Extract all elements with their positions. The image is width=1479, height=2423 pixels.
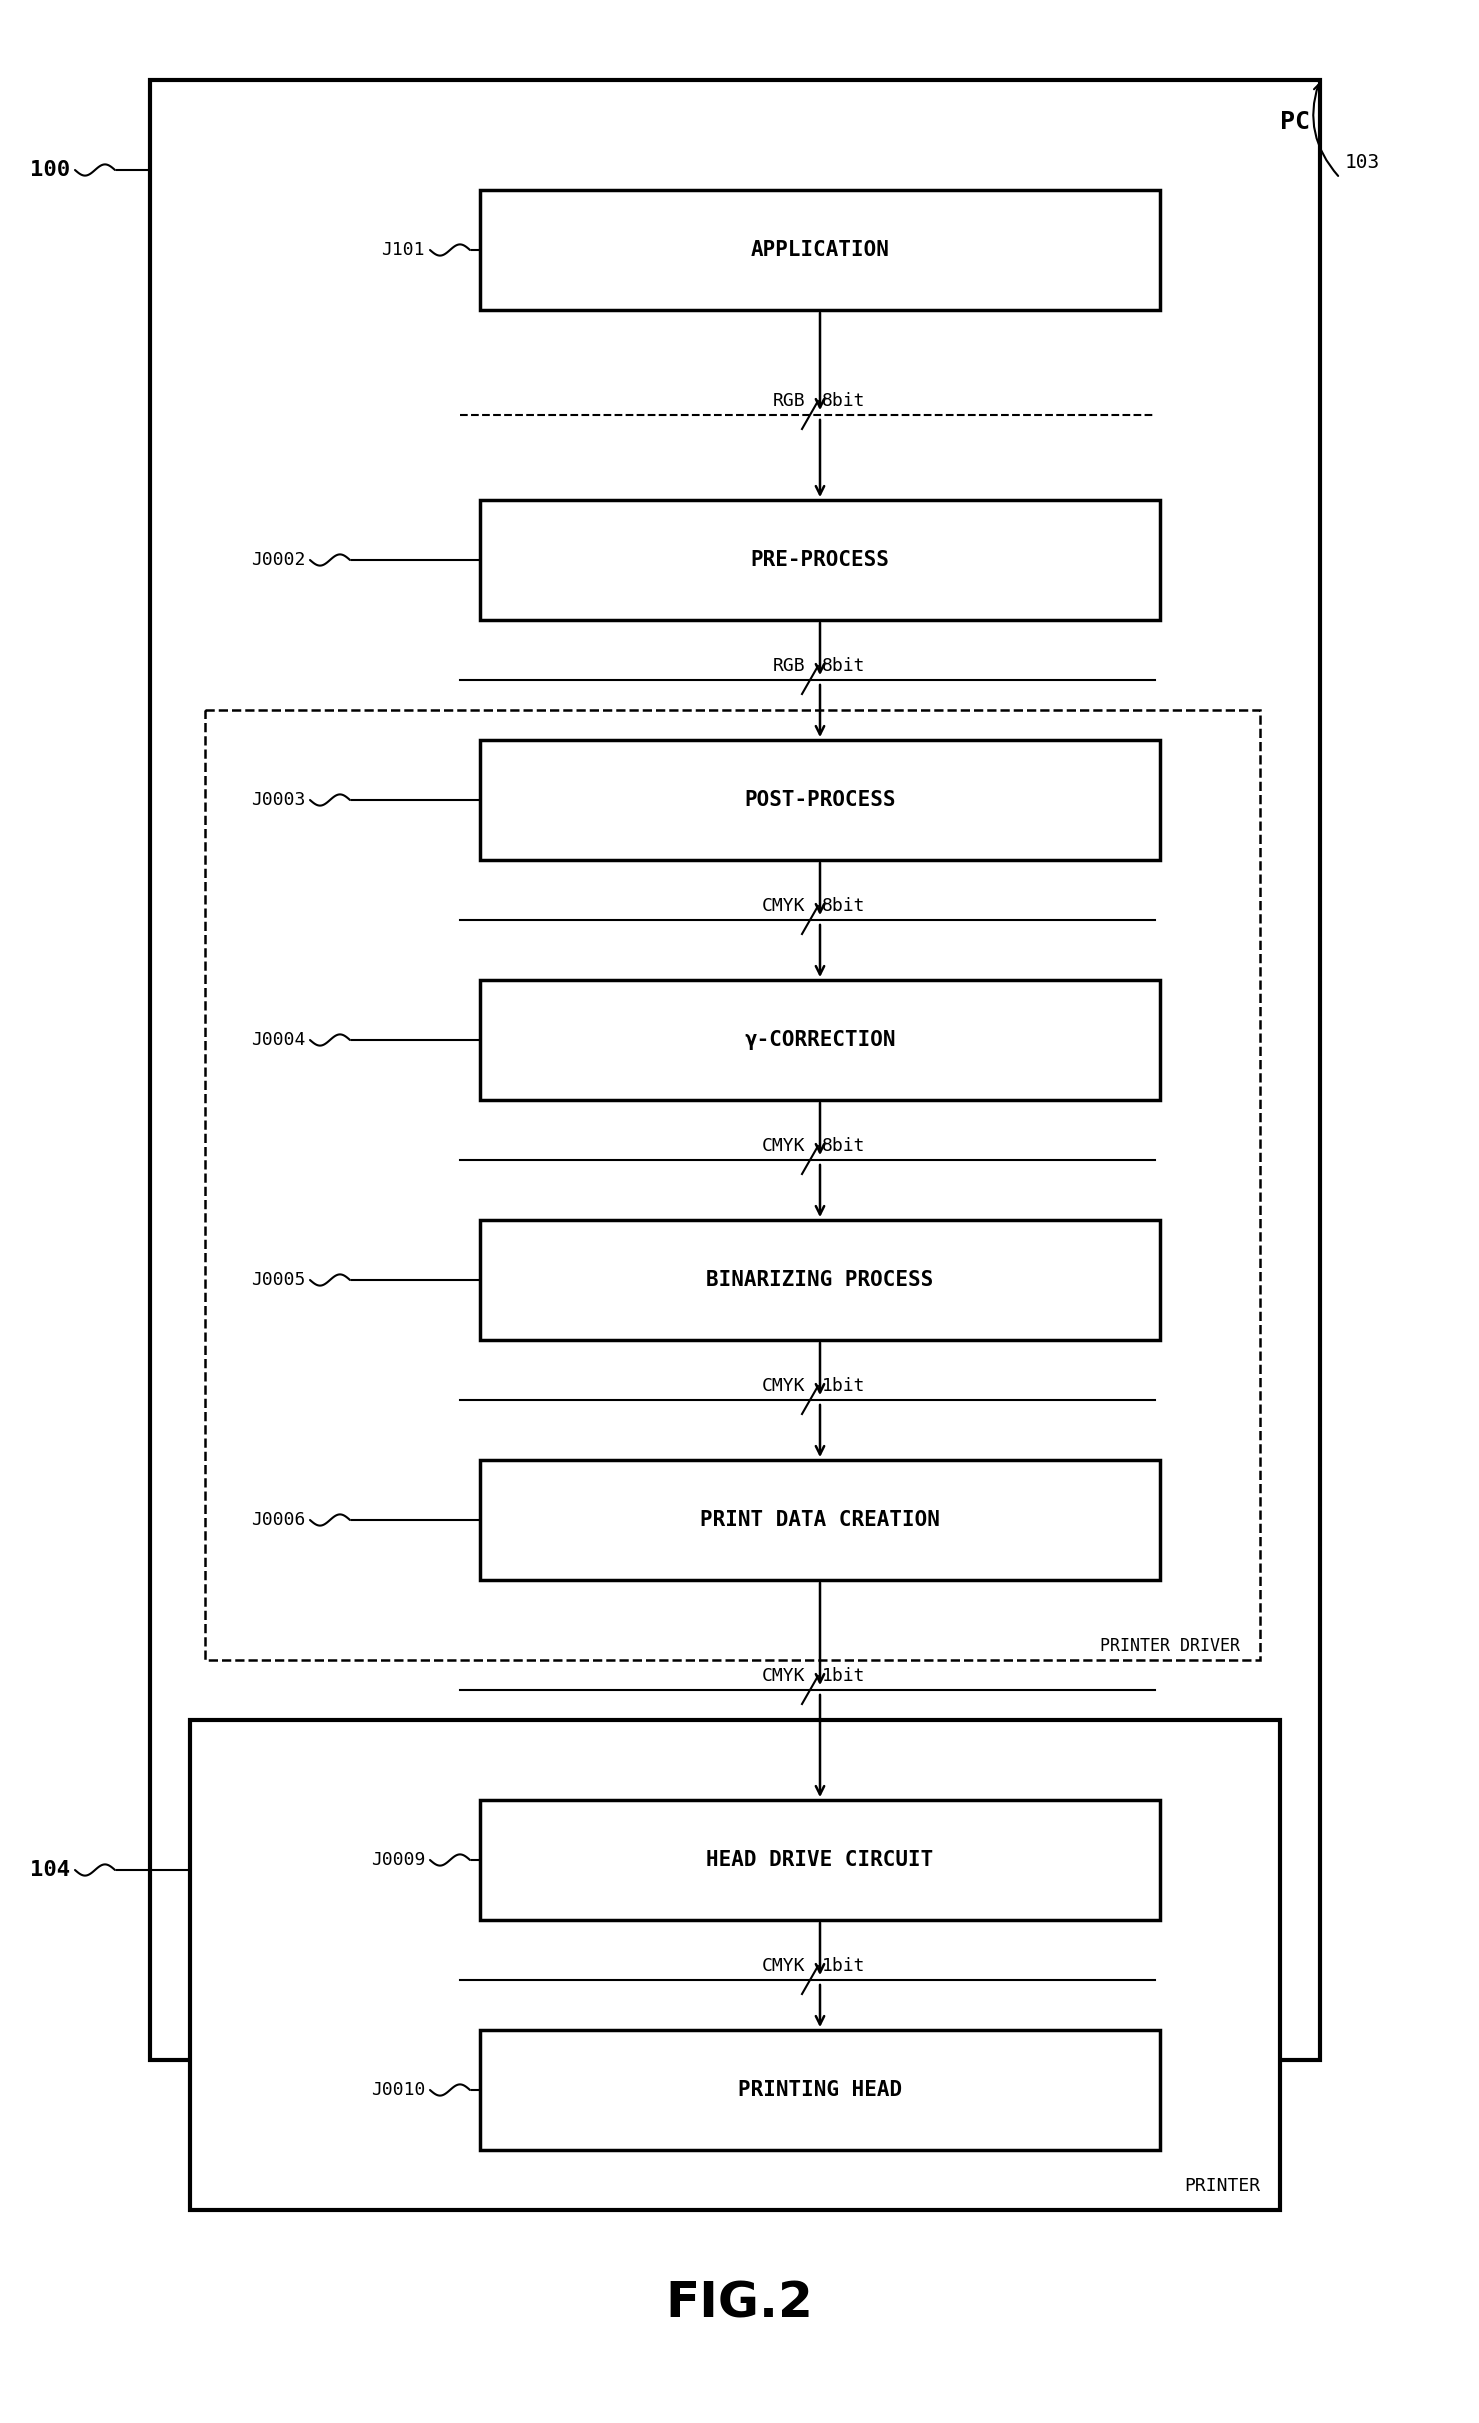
Text: POST-PROCESS: POST-PROCESS xyxy=(744,790,896,809)
Text: 1bit: 1bit xyxy=(822,1376,865,1396)
Text: 1bit: 1bit xyxy=(822,1667,865,1684)
Text: PC: PC xyxy=(1279,109,1310,133)
Text: CMYK: CMYK xyxy=(762,1958,805,1975)
Text: J101: J101 xyxy=(382,240,424,259)
Text: 8bit: 8bit xyxy=(822,1136,865,1156)
Bar xyxy=(481,1461,1160,1580)
Bar xyxy=(481,499,1160,620)
Text: 8bit: 8bit xyxy=(822,897,865,916)
Text: J0004: J0004 xyxy=(250,1032,305,1049)
Text: BINARIZING PROCESS: BINARIZING PROCESS xyxy=(707,1270,933,1289)
Bar xyxy=(149,80,1319,2060)
Text: PRINTER: PRINTER xyxy=(1183,2176,1260,2195)
Text: PRINTER DRIVER: PRINTER DRIVER xyxy=(1100,1638,1239,1655)
Bar xyxy=(481,1800,1160,1919)
Text: FIG.2: FIG.2 xyxy=(666,2280,813,2326)
Text: J0006: J0006 xyxy=(250,1512,305,1529)
Bar xyxy=(481,2030,1160,2149)
Text: 100: 100 xyxy=(30,160,70,179)
Text: 1bit: 1bit xyxy=(822,1958,865,1975)
Bar xyxy=(481,979,1160,1100)
Text: 104: 104 xyxy=(30,1861,70,1880)
Text: CMYK: CMYK xyxy=(762,1667,805,1684)
Text: CMYK: CMYK xyxy=(762,1376,805,1396)
Bar xyxy=(481,1221,1160,1340)
Text: CMYK: CMYK xyxy=(762,897,805,916)
Text: APPLICATION: APPLICATION xyxy=(750,240,889,259)
Text: PRINT DATA CREATION: PRINT DATA CREATION xyxy=(700,1510,941,1529)
Text: PRINTING HEAD: PRINTING HEAD xyxy=(738,2079,902,2101)
Text: CMYK: CMYK xyxy=(762,1136,805,1156)
Text: PRE-PROCESS: PRE-PROCESS xyxy=(750,550,889,569)
Bar xyxy=(206,710,1260,1660)
Text: J0009: J0009 xyxy=(371,1851,424,1868)
Bar xyxy=(481,189,1160,310)
Text: RGB: RGB xyxy=(772,393,805,409)
Text: J0003: J0003 xyxy=(250,790,305,809)
Text: J0002: J0002 xyxy=(250,550,305,569)
Bar xyxy=(481,739,1160,860)
Bar xyxy=(189,1720,1279,2210)
Text: HEAD DRIVE CIRCUIT: HEAD DRIVE CIRCUIT xyxy=(707,1851,933,1871)
Text: J0010: J0010 xyxy=(371,2081,424,2098)
Text: RGB: RGB xyxy=(772,657,805,676)
Text: γ-CORRECTION: γ-CORRECTION xyxy=(744,1030,896,1049)
Text: 8bit: 8bit xyxy=(822,393,865,409)
Text: 103: 103 xyxy=(1344,153,1380,172)
Text: J0005: J0005 xyxy=(250,1272,305,1289)
Text: 8bit: 8bit xyxy=(822,657,865,676)
